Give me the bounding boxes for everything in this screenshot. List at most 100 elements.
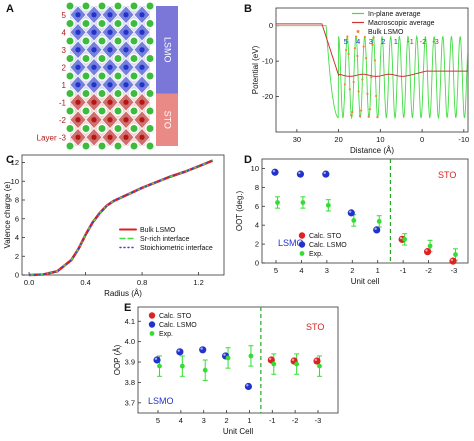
a-site-atom xyxy=(65,106,75,116)
calc-point xyxy=(322,170,330,178)
legend-label: Sr-rich interface xyxy=(140,236,190,243)
b-site-atom xyxy=(91,117,97,123)
bulk-lsmo-point xyxy=(347,52,350,56)
bulk-lsmo-point xyxy=(375,94,378,98)
y-tick-label: 2 xyxy=(15,252,19,261)
a-site-atom xyxy=(145,88,155,99)
a-site-atom xyxy=(145,71,155,81)
sto-bar-label: STO xyxy=(163,111,173,129)
b-site-atom xyxy=(139,117,145,123)
calc-point xyxy=(244,382,253,391)
y-tick-label: 4.0 xyxy=(125,337,135,346)
y-tick-label: 10 xyxy=(251,164,259,173)
a-site-atom xyxy=(113,36,123,46)
y-tick-label: 3.7 xyxy=(125,398,135,407)
panel-a: A LSMO STO 5 4 3 2 1 -1 -2 Layer -3 xyxy=(6,1,178,151)
x-tick-label: -3 xyxy=(451,266,458,275)
lsmo-bar xyxy=(156,6,178,94)
x-tick-label: 4 xyxy=(299,266,303,275)
x-tick-label: 2 xyxy=(224,416,228,425)
a-site-atom xyxy=(65,53,75,64)
b-site-atom xyxy=(91,134,97,140)
a-site-atom xyxy=(145,53,155,64)
x-axis-label: Radius (Å) xyxy=(104,289,142,298)
a-site-atom xyxy=(97,18,107,29)
y-tick-label: 3.9 xyxy=(125,358,135,367)
y-axis-label: Potential (eV) xyxy=(251,45,260,94)
exp-point xyxy=(271,361,277,367)
calc-point-highlight xyxy=(200,347,203,350)
a-site-atom xyxy=(113,1,123,11)
y-tick-label: 3.8 xyxy=(125,378,135,387)
bulk-lsmo-point xyxy=(373,59,377,62)
y-axis-label: OOP (Å) xyxy=(113,344,122,375)
x-tick-label: -2 xyxy=(292,416,299,425)
series-sr-rich-interface xyxy=(29,159,213,276)
layer-number-label: -3 xyxy=(432,37,439,46)
legend-marker xyxy=(298,241,306,248)
b-site-atom xyxy=(91,12,97,18)
layer-label: 5 xyxy=(62,11,67,20)
calc-point xyxy=(373,226,381,234)
bulk-lsmo-point xyxy=(358,114,361,118)
a-site-atom xyxy=(145,141,155,151)
x-tick-label: 3 xyxy=(325,266,329,275)
calc-point-highlight xyxy=(272,169,276,173)
x-tick-label: 4 xyxy=(179,416,183,425)
exp-point xyxy=(202,367,208,373)
a-site-atom xyxy=(65,71,75,81)
layer-label: 3 xyxy=(62,46,67,55)
a-site-atom xyxy=(113,53,123,64)
calc-point-highlight xyxy=(323,171,326,175)
layer-number-label: -2 xyxy=(420,37,427,46)
a-site-atom xyxy=(113,88,123,99)
a-site-atom xyxy=(129,71,139,81)
a-site-atom xyxy=(145,123,155,134)
b-site-atom xyxy=(123,99,129,105)
x-tick-label: 0.4 xyxy=(80,278,90,287)
b-site-atom xyxy=(139,12,145,18)
layer-label: -2 xyxy=(59,116,67,125)
a-site-atom xyxy=(97,141,107,151)
x-tick-label: 0.0 xyxy=(24,278,34,287)
y-tick-label: 6 xyxy=(255,202,259,211)
bulk-lsmo-point xyxy=(365,57,368,60)
b-site-atom xyxy=(75,99,81,105)
panel-label-d: D xyxy=(244,154,252,166)
y-axis-label: OOT (deg.) xyxy=(235,191,244,232)
calc-point-highlight xyxy=(450,258,454,262)
panel-label-a: A xyxy=(6,3,14,15)
calc-point xyxy=(449,257,457,265)
y-tick-label: 0 xyxy=(255,259,259,268)
b-site-atom xyxy=(139,99,145,105)
y-tick-label: -10 xyxy=(262,57,273,66)
b-site-atom xyxy=(107,134,113,140)
b-site-atom xyxy=(107,47,113,53)
layer-number-label: 5 xyxy=(344,37,348,46)
b-site-atom xyxy=(75,82,81,88)
plot-frame xyxy=(275,7,469,133)
a-site-atom xyxy=(129,53,139,64)
region-label-sto: STO xyxy=(438,170,456,180)
a-site-atom xyxy=(81,1,91,11)
a-site-atom xyxy=(81,141,91,151)
a-site-atom xyxy=(65,18,75,29)
x-tick-label: -3 xyxy=(315,416,322,425)
bulk-lsmo-point xyxy=(343,83,346,86)
b-site-atom xyxy=(107,99,113,105)
a-site-atom xyxy=(113,106,123,116)
y-tick-label: 0 xyxy=(269,21,273,30)
a-site-atom xyxy=(113,18,123,29)
b-site-atom xyxy=(139,47,145,53)
exp-point xyxy=(157,363,162,369)
b-site-atom xyxy=(91,99,97,105)
x-tick-label: 5 xyxy=(274,266,278,275)
exp-point xyxy=(427,243,433,249)
a-site-atom xyxy=(145,106,155,116)
lsmo-bar-label: LSMO xyxy=(163,37,173,63)
calc-point xyxy=(153,356,161,364)
y-tick-label: 12 xyxy=(11,158,19,167)
a-site-atom xyxy=(81,106,91,116)
y-tick-label: -20 xyxy=(262,92,273,101)
exp-point xyxy=(225,355,231,361)
